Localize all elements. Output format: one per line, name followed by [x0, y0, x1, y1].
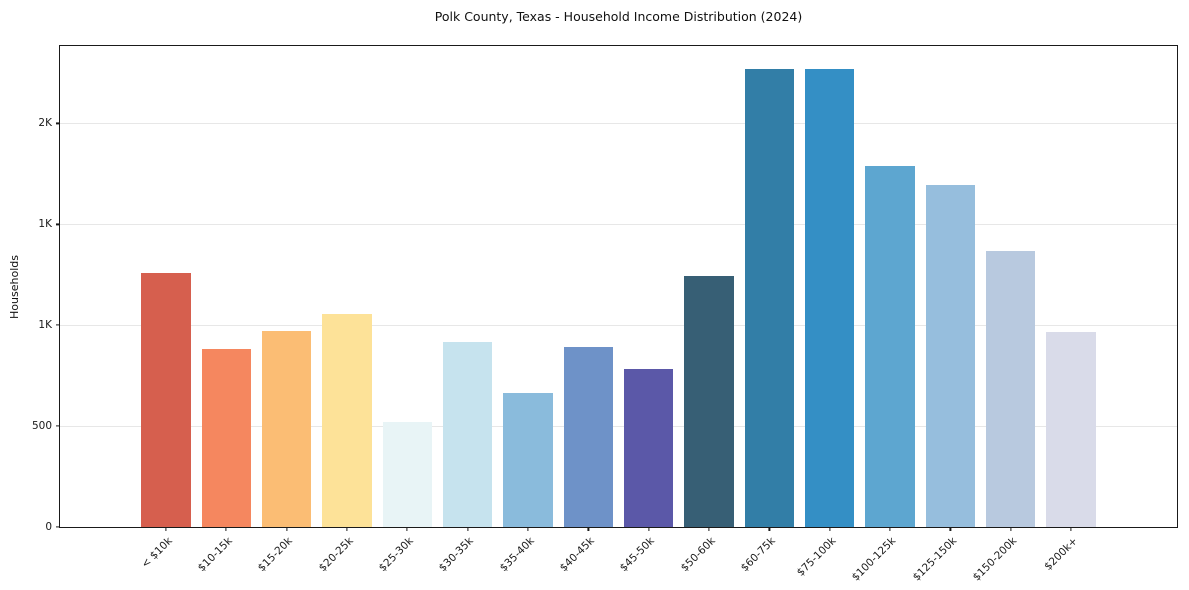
x-tick-label-10-15k: $10-15k	[195, 535, 235, 575]
x-tick-mark	[1010, 527, 1012, 531]
y-tick-label-2000: 2K	[38, 117, 52, 130]
bar-slot-200k+	[1041, 46, 1101, 527]
y-axis-label: Households	[8, 255, 21, 319]
x-tick-label-35-40k: $35-40k	[497, 535, 537, 575]
bar-40-45k	[563, 347, 614, 527]
x-tick-mark	[889, 527, 891, 531]
bar-slot-30-35k	[437, 46, 497, 527]
bar-slot-50-60k	[679, 46, 739, 527]
x-tick-label-30-35k: $30-35k	[437, 535, 477, 575]
bar-60-75k	[744, 69, 795, 527]
bar-10k	[141, 272, 191, 527]
x-tick-label-60-75k: $60-75k	[738, 535, 778, 575]
x-tick-label-20-25k: $20-25k	[316, 535, 356, 575]
x-tick-label-200k+: $200k+	[1041, 535, 1080, 573]
plot-area: 0 500 1K 1K 2K < $10k $10-15k $15-20k $20-25k $2…	[32, 45, 1178, 584]
x-tick-mark	[406, 527, 408, 531]
y-tick-mark	[56, 324, 60, 326]
x-tick-mark	[829, 527, 831, 531]
bar-slot-25-30k	[377, 46, 437, 527]
x-tick-mark	[708, 527, 710, 531]
bar-75-100k	[804, 69, 855, 527]
x-tick-mark	[467, 527, 469, 531]
gridline-500	[60, 426, 1177, 428]
x-tick-label-15-20k: $15-20k	[256, 535, 296, 575]
x-tick-label-75-100k: $75-100k	[794, 535, 839, 579]
x-tick-label-45-50k: $45-50k	[618, 535, 658, 575]
y-tick-mark	[56, 425, 60, 427]
bar-35-40k	[503, 392, 553, 527]
x-tick-mark	[225, 527, 227, 531]
bar-15-20k	[261, 331, 312, 527]
x-tick-label-40-45k: $40-45k	[557, 535, 597, 575]
bar-slot-100-125k	[860, 46, 920, 527]
x-tick-label-125-150k: $125-150k	[910, 535, 959, 584]
x-tick-mark	[587, 527, 589, 531]
y-tick-label-1000: 1K	[38, 319, 52, 332]
x-tick-mark	[768, 527, 770, 531]
x-tick-mark	[165, 527, 167, 531]
gridlines-layer	[60, 46, 1177, 527]
bar-slot-10k	[136, 46, 196, 527]
y-tick-mark	[56, 122, 60, 125]
y-tick-label-0: 0	[45, 521, 52, 533]
bar-150-200k	[985, 250, 1036, 527]
bar-slot-15-20k	[256, 46, 316, 527]
gridline-1500	[60, 224, 1177, 226]
bars-layer	[60, 46, 1177, 527]
bar-slot-75-100k	[800, 46, 860, 527]
x-tick-mark	[527, 527, 529, 531]
x-tick-mark	[949, 527, 951, 531]
bar-slot-45-50k	[618, 46, 678, 527]
gridline-2000	[60, 123, 1177, 125]
bar-25-30k	[382, 422, 432, 527]
bar-10-15k	[201, 349, 251, 527]
bar-45-50k	[623, 368, 674, 527]
y-tick-label-500: 500	[31, 420, 52, 433]
gridline-1000	[60, 325, 1177, 327]
y-tick-label-1500: 1K	[38, 218, 52, 231]
chart-title: Polk County, Texas - Household Income Di…	[434, 9, 803, 24]
x-tick-mark	[648, 527, 650, 531]
bar-slot-125-150k	[920, 46, 980, 527]
x-tick-mark	[346, 527, 348, 531]
x-tick-label-50-60k: $50-60k	[678, 535, 718, 575]
bar-slot-20-25k	[317, 46, 377, 527]
y-tick-mark	[56, 526, 60, 528]
bar-50-60k	[684, 275, 734, 527]
bar-slot-10-15k	[196, 46, 256, 527]
bar-20-25k	[322, 314, 372, 527]
bar-slot-150-200k	[981, 46, 1041, 527]
x-tick-label-150-200k: $150-200k	[970, 535, 1020, 584]
x-tick-mark	[286, 527, 288, 531]
bar-30-35k	[442, 342, 493, 527]
bar-slot-40-45k	[558, 46, 618, 527]
bar-125-150k	[925, 185, 976, 527]
bar-slot-35-40k	[498, 46, 558, 527]
bar-slot-60-75k	[739, 46, 799, 527]
x-tick-mark	[1070, 527, 1072, 531]
y-tick-mark	[56, 223, 60, 225]
x-tick-label-25-30k: $25-30k	[376, 535, 416, 575]
bar-200k+	[1046, 332, 1096, 527]
x-tick-label-10k: < $10k	[138, 535, 175, 571]
bar-100-125k	[865, 165, 915, 527]
x-tick-label-100-125k: $100-125k	[850, 535, 899, 584]
